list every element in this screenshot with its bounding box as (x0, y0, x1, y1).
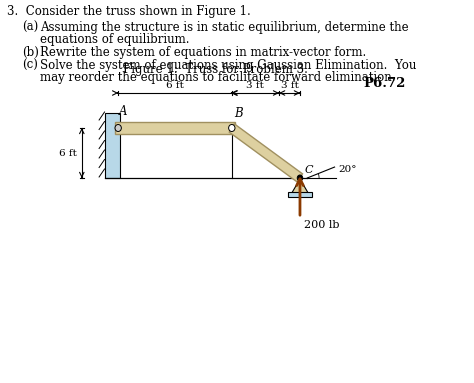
Text: 200 lb: 200 lb (304, 220, 339, 230)
Text: P6.72: P6.72 (364, 77, 406, 90)
Text: 3.  Consider the truss shown in Figure 1.: 3. Consider the truss shown in Figure 1. (7, 5, 251, 18)
Text: Rewrite the system of equations in matrix-vector form.: Rewrite the system of equations in matri… (40, 46, 366, 59)
Text: equations of equilibrium.: equations of equilibrium. (40, 33, 190, 46)
Circle shape (297, 175, 303, 181)
Text: A: A (119, 105, 128, 118)
Text: 3 ft: 3 ft (246, 81, 264, 90)
Text: (b): (b) (22, 46, 39, 59)
Bar (105, 113, 120, 178)
Text: B: B (235, 107, 243, 120)
Text: 6 ft: 6 ft (166, 81, 184, 90)
Bar (288, 192, 312, 197)
Polygon shape (229, 124, 302, 182)
Text: C: C (304, 165, 313, 175)
Text: (a): (a) (22, 21, 38, 34)
Text: 20°: 20° (338, 165, 356, 174)
Text: Solve the system of equations using Gaussian Elimination.  You: Solve the system of equations using Gaus… (40, 59, 416, 72)
Circle shape (115, 124, 121, 131)
Text: 6 ft: 6 ft (59, 149, 77, 157)
Text: (c): (c) (22, 59, 38, 72)
Text: Figure 1:  Truss for Problem 3.: Figure 1: Truss for Problem 3. (123, 63, 308, 76)
Polygon shape (116, 122, 235, 134)
Polygon shape (292, 179, 308, 193)
Text: Assuming the structure is in static equilibrium, determine the: Assuming the structure is in static equi… (40, 21, 409, 34)
Text: 3 ft: 3 ft (281, 81, 299, 90)
Circle shape (228, 124, 235, 131)
Text: may reorder the equations to facilitate forward elimination.: may reorder the equations to facilitate … (40, 71, 395, 84)
